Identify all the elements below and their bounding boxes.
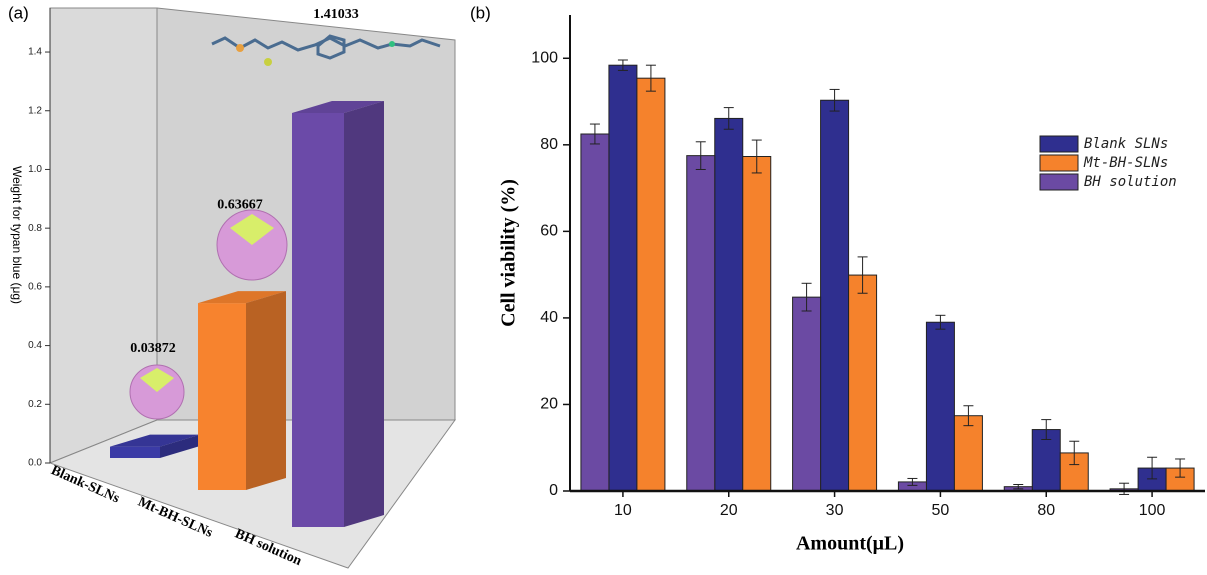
y-axis-title: Weight for typan blue (μg) — [10, 166, 24, 304]
legend-label: Blank SLNs — [1084, 136, 1168, 152]
legend-swatch — [1040, 155, 1078, 171]
y-axis-title: Cell viability (%) — [498, 179, 520, 327]
bar — [954, 416, 982, 491]
y-tick-label: 0.6 — [28, 282, 42, 293]
bar — [743, 157, 771, 491]
x-tick-label: 10 — [614, 502, 632, 519]
y-tick-label: 0 — [549, 482, 558, 499]
bar — [687, 156, 715, 491]
bar — [793, 297, 821, 491]
x-tick-label: 30 — [826, 502, 844, 519]
atom-icon — [236, 44, 244, 52]
y-tick-label: 100 — [531, 49, 558, 66]
y-tick-label: 0.2 — [28, 399, 42, 410]
y-tick-label: 0.0 — [28, 458, 42, 469]
legend-label: Mt-BH-SLNs — [1083, 155, 1168, 171]
y-tick-label: 1.0 — [28, 164, 42, 175]
x-axis-title: Amount(μL) — [796, 533, 904, 555]
bar-front — [110, 447, 160, 458]
y-tick-label: 40 — [540, 309, 558, 326]
bar-front — [292, 113, 344, 527]
bar-side — [246, 291, 286, 490]
legend-swatch — [1040, 136, 1078, 152]
data-label: 0.63667 — [217, 197, 263, 212]
bar — [637, 78, 665, 491]
panel-label: (b) — [470, 3, 491, 22]
x-tick-label: 50 — [932, 502, 950, 519]
x-tick-label: 20 — [720, 502, 738, 519]
data-label: 0.03872 — [130, 341, 176, 356]
bar — [821, 100, 849, 491]
panel-label: (a) — [8, 3, 29, 22]
bar-side — [344, 101, 384, 527]
y-tick-label: 1.2 — [28, 105, 42, 116]
y-tick-label: 20 — [540, 396, 558, 413]
data-label: 1.41033 — [313, 7, 359, 22]
bar — [926, 322, 954, 491]
y-tick-label: 0.8 — [28, 223, 42, 234]
legend-swatch — [1040, 174, 1078, 190]
y-tick-label: 60 — [540, 223, 558, 240]
bar — [715, 118, 743, 491]
bar — [581, 134, 609, 491]
y-tick-label: 80 — [540, 136, 558, 153]
y-tick-label: 1.4 — [28, 47, 42, 58]
figure: (a) Weight for typan blue (μg) (b) Cell … — [0, 0, 1207, 575]
atom-icon — [389, 41, 395, 47]
bar — [849, 275, 877, 491]
x-tick-label: 80 — [1037, 502, 1055, 519]
legend-label: BH solution — [1084, 174, 1177, 190]
x-tick-label: 100 — [1139, 502, 1166, 519]
y-tick-label: 0.4 — [28, 340, 42, 351]
atom-icon — [264, 58, 272, 66]
bar — [609, 65, 637, 491]
bar-front — [198, 303, 246, 490]
